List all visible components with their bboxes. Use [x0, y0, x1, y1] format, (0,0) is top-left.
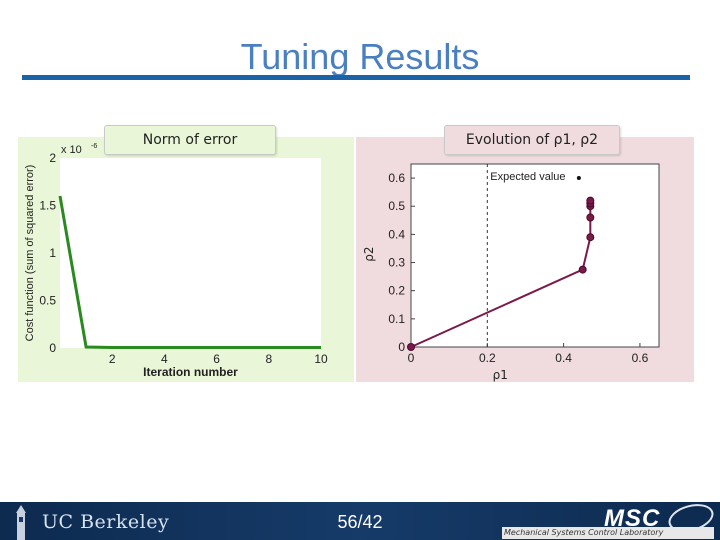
rho-point: [586, 196, 595, 205]
x-tick-label: 4: [161, 352, 168, 366]
cost-function-line: [58, 195, 321, 350]
x-tick-label: 0: [408, 351, 415, 365]
norm-of-error-label: Norm of error: [104, 125, 276, 155]
y-tick-label: 0: [398, 340, 405, 354]
y-axis-label: ρ2: [362, 246, 376, 261]
y-multiplier-label: x 10: [61, 144, 82, 156]
rho-point: [407, 343, 415, 351]
x-tick-label: 6: [213, 352, 220, 366]
y-tick-label: 0.6: [388, 171, 405, 185]
y-axis-label: Cost function (sum of squared error): [24, 165, 36, 342]
rho-point: [578, 265, 587, 274]
plot-area: [60, 158, 321, 348]
y-tick-label: 0.5: [39, 294, 56, 308]
norm-of-error-chart: 0 0.5 1 1.5 2 2 4 6 8 10 x 10 -6 Iteration number Cos…: [24, 143, 328, 379]
msc-subtitle: Mechanical Systems Control Laboratory: [502, 527, 714, 539]
y-tick-label: 0: [49, 341, 56, 355]
rho-point: [586, 213, 595, 222]
y-tick-label: 0.1: [388, 312, 405, 326]
x-tick-label: 0.4: [555, 351, 572, 365]
y-tick-label: 0.2: [388, 284, 405, 298]
uc-berkeley-logo: UC Berkeley: [42, 511, 170, 533]
x-tick-label: 0.6: [632, 351, 649, 365]
y-tick-label: 2: [49, 151, 56, 165]
y-tick-label: 0.3: [388, 256, 405, 270]
y-tick-label: 1.5: [39, 199, 56, 213]
x-axis-label: Iteration number: [143, 365, 238, 379]
page-number: 56/42: [337, 512, 383, 532]
legend-label: Expected value: [490, 171, 565, 183]
title-underline: [22, 75, 690, 80]
x-axis-label: ρ1: [493, 368, 508, 382]
x-tick-label: 8: [265, 352, 272, 366]
x-tick-label: 2: [109, 352, 116, 366]
x-tick-label: 10: [314, 352, 328, 366]
x-tick-label: 0.2: [479, 351, 496, 365]
rho-evolution-label: Evolution of ρ1, ρ2: [444, 125, 620, 155]
plot-area: [410, 163, 660, 348]
y-tick-label: 0.5: [388, 199, 405, 213]
rho-evolution-chart: 0 0.1 0.2 0.3 0.4 0.5 0.6 0 0.2 0.4 0.6 ρ1 ρ2 Expecte…: [362, 163, 660, 382]
y-tick-label: 1: [49, 246, 56, 260]
rho-evolution-label-text: Evolution of ρ1, ρ2: [465, 132, 599, 148]
rho-point: [586, 233, 595, 242]
y-tick-label: 0.4: [388, 227, 405, 241]
slide-title: Tuning Results: [240, 36, 480, 77]
y-multiplier-exponent: -6: [91, 143, 97, 150]
legend-marker: [576, 176, 581, 180]
campanile-tower-icon: [16, 505, 26, 540]
